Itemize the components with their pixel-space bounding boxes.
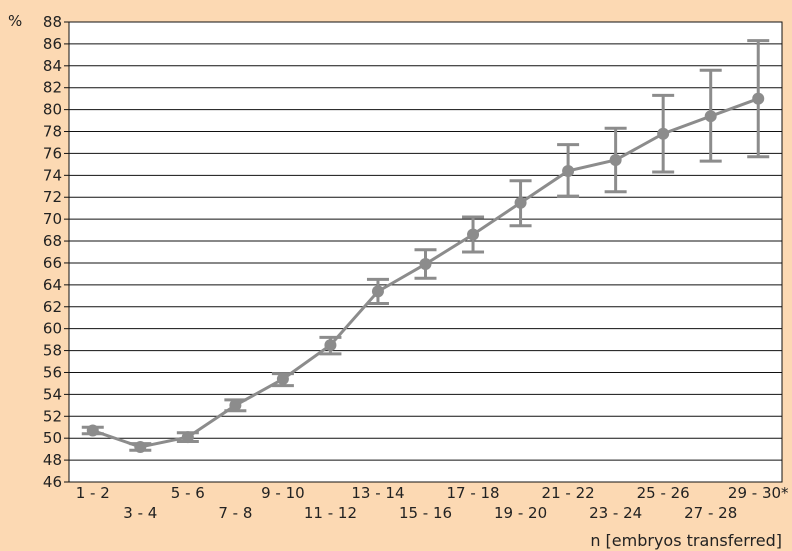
data-point	[324, 339, 337, 352]
data-point	[467, 228, 480, 241]
data-point	[276, 373, 289, 386]
x-tick-label: 9 - 10	[261, 484, 305, 502]
error-bars	[81, 39, 770, 452]
x-tick-label: 25 - 26	[637, 484, 690, 502]
data-point	[419, 258, 432, 271]
y-unit-label: %	[8, 12, 22, 30]
x-tick-label: 17 - 18	[446, 484, 499, 502]
x-tick-label: 23 - 24	[589, 504, 642, 522]
y-tick-label: 88	[43, 13, 62, 31]
data-point	[657, 127, 670, 140]
y-tick-label: 62	[43, 298, 62, 316]
x-tick-label: 21 - 22	[542, 484, 595, 502]
y-tick-label: 48	[43, 451, 62, 469]
x-tick-label: 19 - 20	[494, 504, 547, 522]
x-tick-label: 7 - 8	[218, 504, 252, 522]
y-tick-label: 68	[43, 232, 62, 250]
y-tick-label: 78	[43, 123, 62, 141]
y-tick-label: 66	[43, 254, 62, 272]
data-point	[86, 424, 99, 437]
x-axis-label: n [embryos transferred]	[590, 531, 782, 550]
data-points	[86, 92, 765, 453]
x-tick-label: 15 - 16	[399, 504, 452, 522]
data-point	[609, 154, 622, 166]
y-tick-label: 46	[43, 473, 62, 491]
data-point	[134, 440, 147, 453]
data-point	[704, 110, 717, 123]
x-tick-label: 5 - 6	[171, 484, 205, 502]
x-tick-label: 3 - 4	[123, 504, 157, 522]
y-tick-label: 80	[43, 101, 62, 119]
y-tick-label: 54	[43, 385, 62, 403]
y-tick-labels: 46 48 50 52 54 56 58 60 62 64 66 68 70 72 74 76 78 80 82 84…	[43, 13, 62, 491]
data-point	[371, 285, 384, 298]
x-tick-label: 13 - 14	[351, 484, 404, 502]
plot-border	[68, 21, 783, 483]
y-tick-label: 56	[43, 363, 62, 381]
x-tick-label: 1 - 2	[76, 484, 110, 502]
y-tick-label: 64	[43, 276, 62, 294]
y-tick-label: 74	[43, 166, 62, 184]
y-tick-label: 72	[43, 188, 62, 206]
y-tick-label: 52	[43, 407, 62, 425]
data-point	[752, 92, 765, 105]
x-tick-labels: 1 - 2 3 - 4 5 - 6 7 - 8 9 - 10 11 - 12 13 - 14…	[76, 484, 789, 522]
y-tick-label: 82	[43, 79, 62, 97]
data-point	[229, 399, 242, 412]
data-point	[562, 164, 575, 177]
y-tick-label: 76	[43, 144, 62, 162]
x-tick-label: 29 - 30*	[728, 484, 789, 502]
x-tick-label: 11 - 12	[304, 504, 357, 522]
y-tick-label: 84	[43, 57, 62, 75]
data-point	[181, 431, 194, 444]
x-tick-label: 27 - 28	[684, 504, 737, 522]
y-tick-label: 70	[43, 210, 62, 228]
y-tick-label: 58	[43, 342, 62, 360]
y-tick-label: 86	[43, 35, 62, 53]
y-tick-label: 50	[43, 429, 62, 447]
y-tick-label: 60	[43, 320, 62, 338]
data-point	[514, 196, 527, 209]
